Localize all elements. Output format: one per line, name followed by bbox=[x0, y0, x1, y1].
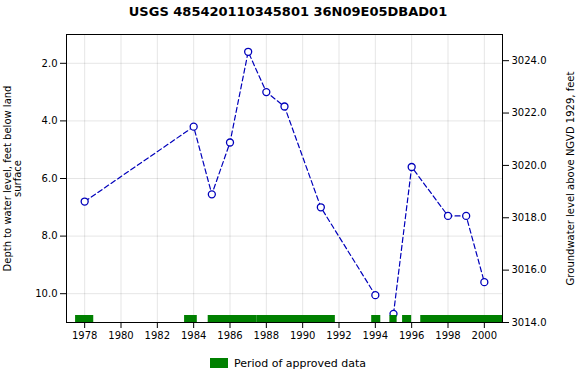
svg-text:4.0: 4.0 bbox=[42, 115, 58, 126]
svg-text:Groundwater level above NGVD 1: Groundwater level above NGVD 1929, feet bbox=[565, 72, 576, 286]
svg-text:1986: 1986 bbox=[217, 330, 242, 341]
svg-text:1978: 1978 bbox=[72, 330, 97, 341]
html-text:Period of approved data: Period of approved data bbox=[233, 356, 367, 370]
svg-text:3016.0: 3016.0 bbox=[512, 264, 547, 275]
svg-text:10.0: 10.0 bbox=[35, 288, 57, 299]
svg-text:3024.0: 3024.0 bbox=[512, 55, 547, 66]
svg-text:1984: 1984 bbox=[181, 330, 206, 341]
svg-text:1982: 1982 bbox=[145, 330, 170, 341]
svg-text:1992: 1992 bbox=[326, 330, 351, 341]
svg-text:3022.0: 3022.0 bbox=[512, 107, 547, 118]
svg-text:2.0: 2.0 bbox=[42, 58, 58, 69]
svg-text:1988: 1988 bbox=[254, 330, 279, 341]
html-text:USGS 485420110345801 36N09E05D: USGS 485420110345801 36N09E05DBAD01 bbox=[128, 4, 448, 19]
svg-text:8.0: 8.0 bbox=[42, 230, 58, 241]
svg-text:Depth to water level, feet bel: Depth to water level, feet below landsur… bbox=[2, 86, 23, 272]
svg-text:1980: 1980 bbox=[108, 330, 133, 341]
svg-text:2000: 2000 bbox=[472, 330, 497, 341]
svg-text:6.0: 6.0 bbox=[42, 173, 58, 184]
svg-text:1998: 1998 bbox=[435, 330, 460, 341]
svg-text:1994: 1994 bbox=[363, 330, 388, 341]
svg-text:1990: 1990 bbox=[290, 330, 315, 341]
svg-text:1996: 1996 bbox=[399, 330, 424, 341]
svg-text:3020.0: 3020.0 bbox=[512, 160, 547, 171]
svg-text:3014.0: 3014.0 bbox=[512, 317, 547, 328]
svg-text:3018.0: 3018.0 bbox=[512, 212, 547, 223]
